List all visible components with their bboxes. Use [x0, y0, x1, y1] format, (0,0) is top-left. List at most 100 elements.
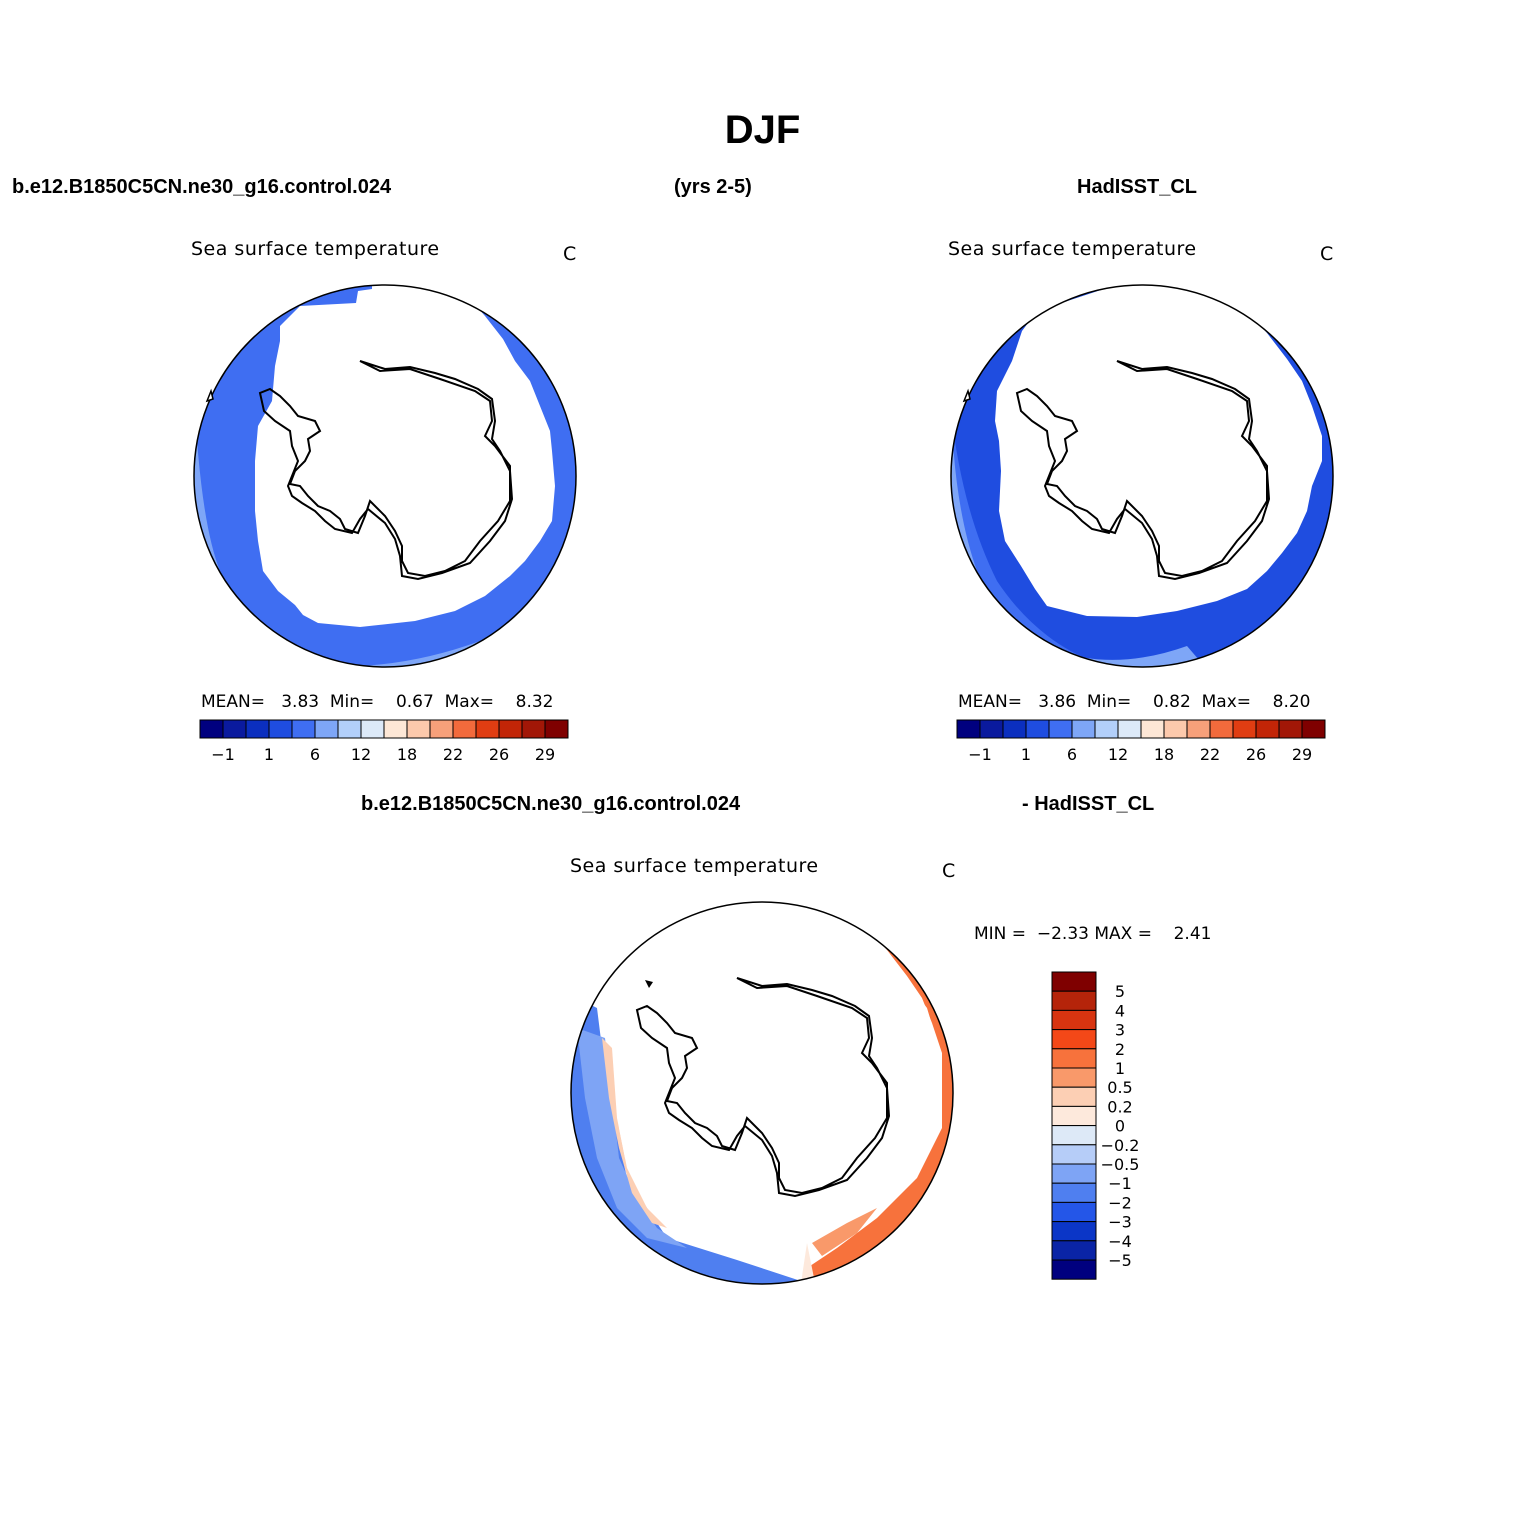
map-boundary-circle	[193, 284, 577, 668]
model-mean-value: 3.83	[281, 692, 320, 712]
colorbar-tick-label: −5	[1108, 1251, 1132, 1270]
colorbar-box	[1002, 719, 1027, 739]
colorbar-box	[1209, 719, 1234, 739]
colorbar-tick-label: 22	[443, 745, 463, 764]
model-polar-map	[193, 284, 577, 668]
colorbar-tick-label: 1	[1115, 1059, 1125, 1078]
model-max-label: Max=	[444, 692, 494, 712]
colorbar-tick-label: −1	[968, 745, 992, 764]
colorbar-tick-label: 5	[1115, 982, 1125, 1001]
years-label: (yrs 2-5)	[674, 176, 752, 198]
colorbar-box	[245, 719, 270, 739]
diff-max-value: 2.41	[1173, 924, 1212, 944]
obs-colorbar: −1 1 6 12 18 22 26 29	[956, 719, 1326, 764]
colorbar-box	[1051, 1125, 1097, 1146]
colorbar-tick-label: −4	[1108, 1232, 1132, 1251]
model-panel-units: C	[563, 243, 577, 265]
island-outline	[645, 980, 653, 988]
colorbar-tick-label: 0	[1115, 1117, 1125, 1136]
model-min-value: 0.67	[395, 692, 434, 712]
colorbar-box	[1051, 1067, 1097, 1088]
colorbar-tick-label: 26	[1246, 745, 1266, 764]
colorbar-box	[222, 719, 247, 739]
colorbar-box	[521, 719, 546, 739]
colorbar-box	[979, 719, 1004, 739]
colorbar-box	[360, 719, 385, 739]
obs-panel-title: Sea surface temperature	[948, 238, 1197, 260]
colorbar-box	[1301, 719, 1326, 739]
colorbar-tick-label: 6	[310, 745, 320, 764]
colorbar-box	[1051, 1029, 1097, 1050]
diff-polar-map	[570, 901, 954, 1285]
model-mean-label: MEAN=	[201, 692, 265, 712]
antarctica-coastline	[258, 360, 514, 581]
model-colorbar: −1 1 6 12 18 22 26 29	[199, 719, 569, 764]
map-boundary-circle	[950, 284, 1334, 668]
obs-panel-units: C	[1320, 243, 1334, 265]
colorbar-box	[475, 719, 500, 739]
colorbar-box	[1048, 719, 1073, 739]
colorbar-box	[1117, 719, 1142, 739]
diff-panel-title: Sea surface temperature	[570, 855, 819, 877]
colorbar-box	[383, 719, 408, 739]
diff-field-minus-1-minus-half	[577, 1028, 687, 1248]
colorbar-tick-label: 18	[397, 745, 417, 764]
diff-panel-units: C	[942, 860, 956, 882]
sst-field-12-18-south	[1057, 646, 1217, 667]
colorbar-box	[1051, 1009, 1097, 1031]
obs-min-label: Min=	[1086, 692, 1132, 712]
colorbar-box	[1051, 1259, 1097, 1280]
colorbar-tick-label: 22	[1200, 745, 1220, 764]
colorbar-box	[452, 719, 477, 739]
colorbar-tick-label: 29	[535, 745, 555, 764]
diff-min-label: MIN =	[974, 924, 1027, 944]
colorbar-box	[291, 719, 316, 739]
colorbar-box	[1278, 719, 1303, 739]
colorbar-tick-label: −0.2	[1101, 1136, 1140, 1155]
colorbar-box	[1051, 1240, 1097, 1261]
colorbar-tick-label: 0.2	[1107, 1097, 1132, 1116]
colorbar-box	[1051, 1182, 1097, 1203]
obs-min-value: 0.82	[1152, 692, 1191, 712]
colorbar-tick-label: 6	[1067, 745, 1077, 764]
colorbar-box	[498, 719, 523, 739]
obs-max-value: 8.20	[1272, 692, 1311, 712]
colorbar-box	[1186, 719, 1211, 739]
diff-field-0-2-0-5	[602, 1038, 667, 1228]
colorbar-tick-label: −1	[211, 745, 235, 764]
colorbar-box	[314, 719, 339, 739]
diff-max-label: MAX =	[1094, 924, 1152, 944]
map-boundary-circle	[570, 901, 954, 1285]
colorbar-box	[1094, 719, 1119, 739]
model-max-value: 8.32	[515, 692, 554, 712]
model-stats: MEAN= 3.83 Min= 0.67 Max= 8.32	[201, 692, 553, 712]
colorbar-tick-label: −0.5	[1101, 1155, 1140, 1174]
colorbar-box	[337, 719, 362, 739]
colorbar-box	[1140, 719, 1165, 739]
colorbar-tick-label: 1	[264, 745, 274, 764]
diff-stats: MIN = −2.33 MAX = 2.41	[974, 924, 1211, 944]
obs-mean-label: MEAN=	[958, 692, 1022, 712]
colorbar-tick-label: 0.5	[1107, 1078, 1132, 1097]
obs-max-label: Max=	[1201, 692, 1251, 712]
sea-ice-mask	[615, 902, 942, 1234]
antarctica-coastline	[1015, 360, 1271, 581]
colorbar-tick-label: 12	[351, 745, 371, 764]
colorbar-tick-label: 2	[1115, 1040, 1125, 1059]
colorbar-box	[406, 719, 431, 739]
antarctica-coastline	[635, 977, 891, 1198]
colorbar-box	[1051, 971, 1097, 992]
diff-obs-label: - HadISST_CL	[1022, 793, 1155, 815]
obs-stats: MEAN= 3.86 Min= 0.82 Max= 8.20	[958, 692, 1310, 712]
colorbar-box	[429, 719, 454, 739]
obs-mean-value: 3.86	[1038, 692, 1077, 712]
colorbar-tick-label: 29	[1292, 745, 1312, 764]
sea-ice-mask	[255, 285, 555, 627]
colorbar-box	[1051, 1221, 1097, 1242]
colorbar-tick-label: 18	[1154, 745, 1174, 764]
colorbar-tick-label: 1	[1021, 745, 1031, 764]
colorbar-box	[1051, 1144, 1097, 1165]
colorbar-box	[1232, 719, 1257, 739]
model-min-label: Min=	[329, 692, 375, 712]
